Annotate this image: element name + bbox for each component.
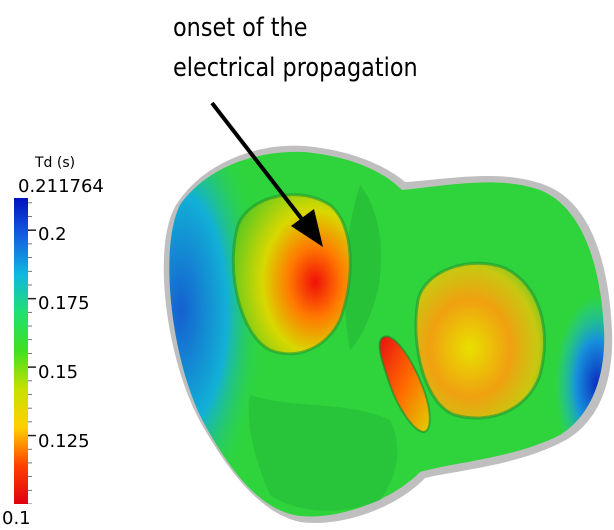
colorbar-max-label: 0.211764 — [18, 176, 104, 197]
left-chamber-rim — [231, 193, 352, 356]
valve-slit — [379, 336, 430, 432]
colorbar-tick-label: 0.175 — [38, 293, 90, 314]
valve-slit-rim — [378, 335, 431, 434]
right-chamber-opening — [415, 263, 545, 419]
shading-band — [344, 185, 381, 350]
right-blue-region — [470, 184, 605, 462]
colorbar-tick-label: 0.2 — [38, 224, 67, 245]
annotation-line-2: electrical propagation — [173, 53, 418, 83]
annotation-line-1: onset of the — [173, 13, 308, 43]
shading-band — [248, 395, 398, 511]
annotation-text: onset of the electrical propagation — [173, 8, 418, 88]
colorbar-gradient — [14, 198, 28, 504]
right-chamber-rim — [414, 261, 547, 420]
colorbar-tick-label: 0.125 — [38, 431, 90, 452]
colorbar-min-label: 0.1 — [2, 508, 31, 529]
colorbar-ticks — [28, 202, 36, 504]
annotation-arrow-head — [291, 209, 323, 247]
left-blue-region — [169, 151, 310, 505]
colorbar-tick-label: 0.15 — [38, 362, 79, 383]
colorbar — [14, 198, 36, 504]
annotation-arrow-shaft — [210, 101, 310, 229]
left-chamber-opening — [233, 194, 351, 354]
colorbar-title: Td (s) — [35, 155, 76, 171]
